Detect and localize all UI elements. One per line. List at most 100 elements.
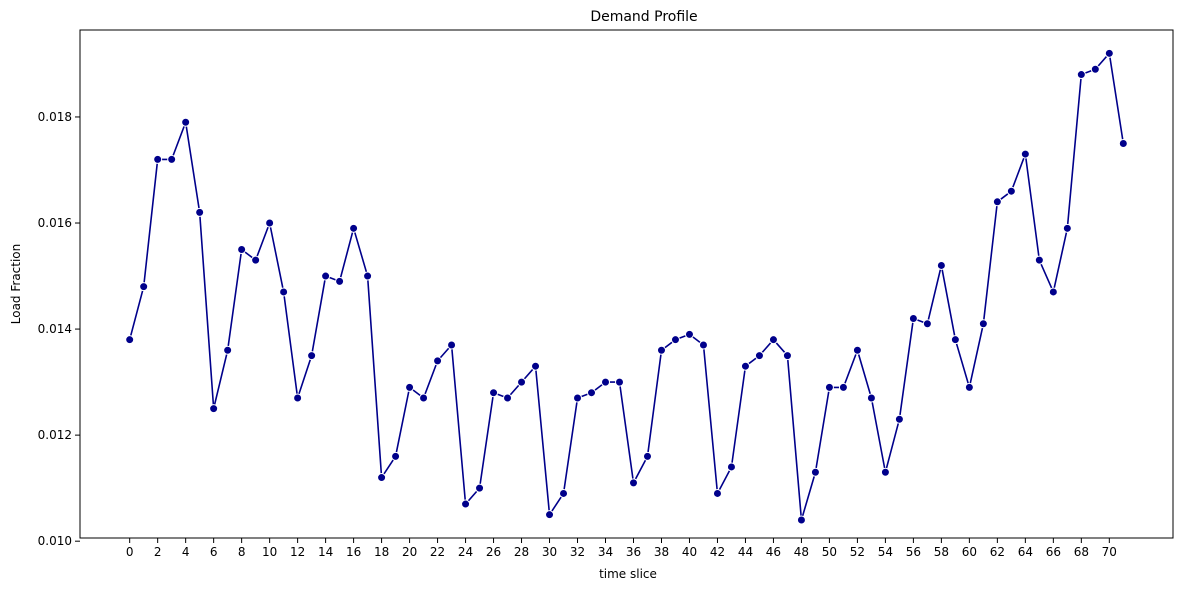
data-point: [433, 356, 443, 366]
data-point: [573, 393, 583, 403]
data-point: [209, 404, 219, 414]
x-tick-label: 52: [850, 545, 865, 559]
data-point: [1118, 138, 1128, 148]
x-tick-label: 42: [710, 545, 725, 559]
x-tick-label: 20: [402, 545, 417, 559]
chart-title: Demand Profile: [590, 9, 697, 25]
data-point: [1062, 223, 1072, 233]
x-tick-label: 8: [238, 545, 246, 559]
x-tick-label: 40: [682, 545, 697, 559]
x-tick-label: 68: [1074, 545, 1089, 559]
x-tick-label: 44: [738, 545, 753, 559]
data-point: [950, 335, 960, 345]
data-point: [125, 335, 135, 345]
x-tick-label: 58: [934, 545, 949, 559]
x-tick-label: 60: [962, 545, 977, 559]
data-point: [1104, 48, 1114, 58]
data-point: [293, 393, 303, 403]
data-point: [1076, 70, 1086, 80]
data-point: [880, 467, 890, 477]
data-point: [1048, 287, 1058, 297]
data-point: [894, 414, 904, 424]
data-point: [391, 451, 401, 461]
data-point: [684, 329, 694, 339]
data-point: [992, 197, 1002, 207]
x-tick-label: 50: [822, 545, 837, 559]
x-tick-label: 34: [598, 545, 613, 559]
data-point: [419, 393, 429, 403]
data-point: [740, 361, 750, 371]
data-point: [237, 245, 247, 255]
data-point: [545, 510, 555, 520]
x-tick-label: 54: [878, 545, 893, 559]
y-tick-label: 0.016: [38, 216, 72, 230]
x-tick-label: 36: [626, 545, 641, 559]
data-point: [810, 467, 820, 477]
data-point: [936, 260, 946, 270]
x-tick-label: 62: [990, 545, 1005, 559]
x-tick-label: 56: [906, 545, 921, 559]
x-axis-label: time slice: [599, 567, 657, 581]
y-tick-label: 0.012: [38, 428, 72, 442]
x-tick-label: 48: [794, 545, 809, 559]
x-tick-label: 26: [486, 545, 501, 559]
data-point: [265, 218, 275, 228]
y-axis-label: Load Fraction: [9, 244, 23, 325]
data-point: [461, 499, 471, 509]
y-tick-label: 0.014: [38, 322, 72, 336]
data-point: [153, 154, 163, 164]
x-tick-label: 18: [374, 545, 389, 559]
data-point: [181, 117, 191, 127]
x-tick-label: 16: [346, 545, 361, 559]
data-point: [1090, 64, 1100, 74]
data-point: [321, 271, 331, 281]
data-point: [726, 462, 736, 472]
x-tick-label: 14: [318, 545, 333, 559]
data-point: [223, 345, 233, 355]
x-tick-label: 38: [654, 545, 669, 559]
data-point: [503, 393, 513, 403]
data-point: [796, 515, 806, 525]
plot-frame: [79, 29, 1174, 539]
data-point: [922, 319, 932, 329]
data-point: [335, 276, 345, 286]
x-tick-label: 12: [290, 545, 305, 559]
data-point: [656, 345, 666, 355]
data-point: [559, 488, 569, 498]
x-tick-label: 66: [1046, 545, 1061, 559]
x-tick-label: 46: [766, 545, 781, 559]
data-point: [768, 335, 778, 345]
y-tick-label: 0.018: [38, 110, 72, 124]
data-point: [601, 377, 611, 387]
data-point: [978, 319, 988, 329]
data-point: [754, 351, 764, 361]
data-point: [517, 377, 527, 387]
data-point: [615, 377, 624, 387]
data-point: [363, 271, 373, 281]
x-tick-label: 64: [1018, 545, 1033, 559]
data-point: [838, 382, 848, 392]
data-point: [824, 382, 834, 392]
x-tick-label: 6: [210, 545, 218, 559]
data-point: [642, 451, 652, 461]
data-point: [167, 154, 177, 164]
data-point: [307, 351, 317, 361]
x-tick-label: 70: [1102, 545, 1117, 559]
data-point: [405, 382, 415, 392]
data-point: [964, 382, 974, 392]
x-tick-label: 28: [514, 545, 529, 559]
data-point: [195, 207, 205, 217]
data-point: [629, 478, 638, 488]
data-point: [1034, 255, 1044, 265]
data-point: [349, 223, 359, 233]
data-point: [866, 393, 876, 403]
data-point: [279, 287, 289, 297]
data-point: [782, 351, 792, 361]
x-tick-label: 2: [154, 545, 162, 559]
data-point: [1006, 186, 1016, 196]
data-point: [852, 345, 862, 355]
data-point: [908, 313, 918, 323]
data-point: [531, 361, 541, 371]
